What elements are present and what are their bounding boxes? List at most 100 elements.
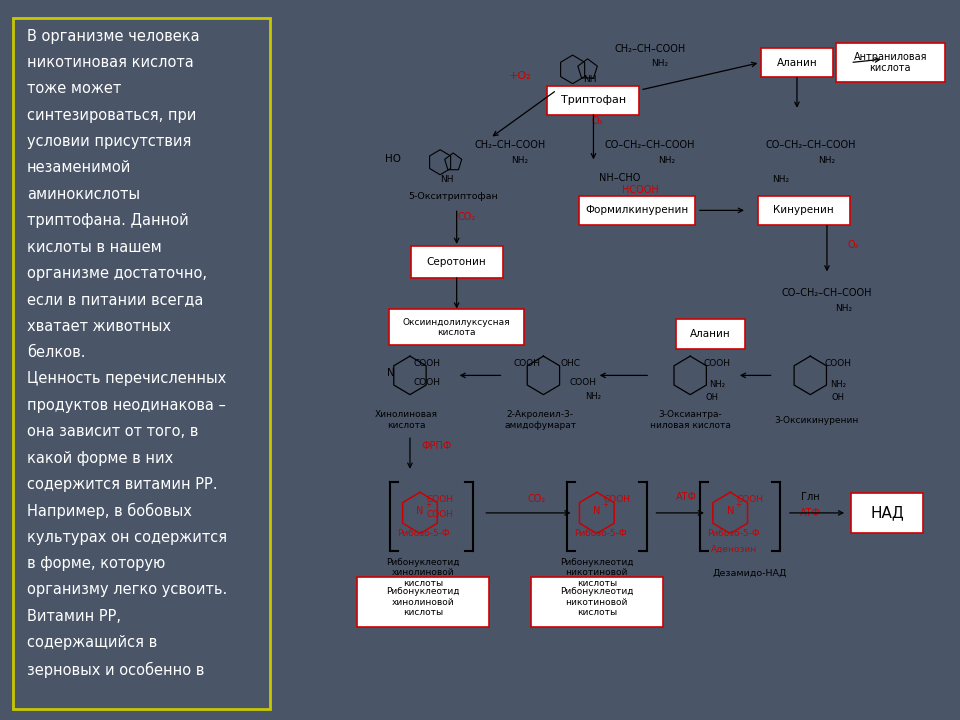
Text: условии присутствия: условии присутствия: [27, 134, 191, 149]
FancyBboxPatch shape: [411, 246, 503, 278]
Text: 3-Оксиантра-
ниловая кислота: 3-Оксиантра- ниловая кислота: [650, 410, 731, 430]
Text: Оксииндолилуксусная
кислота: Оксииндолилуксусная кислота: [403, 318, 511, 337]
Text: COOH: COOH: [514, 359, 540, 368]
Text: HCOOH: HCOOH: [622, 185, 659, 194]
FancyBboxPatch shape: [676, 320, 745, 349]
Text: организму легко усвоить.: организму легко усвоить.: [27, 582, 227, 598]
Text: NH₂: NH₂: [819, 156, 835, 165]
Text: +: +: [602, 502, 608, 508]
Text: COOH: COOH: [413, 359, 440, 368]
Text: NH–CHO: NH–CHO: [599, 173, 641, 183]
Text: COOH: COOH: [704, 359, 731, 368]
Text: Витамин РР,: Витамин РР,: [27, 609, 121, 624]
Text: NH: NH: [440, 175, 453, 184]
Text: Ценность перечисленных: Ценность перечисленных: [27, 372, 226, 387]
Text: NH₂: NH₂: [835, 304, 852, 313]
FancyBboxPatch shape: [531, 577, 662, 627]
Text: Аланин: Аланин: [777, 58, 817, 68]
FancyBboxPatch shape: [357, 577, 490, 627]
FancyBboxPatch shape: [547, 86, 639, 115]
Text: O₂: O₂: [848, 240, 859, 250]
Text: COOH: COOH: [736, 495, 764, 504]
FancyBboxPatch shape: [389, 309, 524, 346]
Text: COOH: COOH: [825, 359, 852, 368]
Text: она зависит от того, в: она зависит от того, в: [27, 424, 198, 439]
Text: содержащийся в: содержащийся в: [27, 635, 156, 650]
Text: содержится витамин РР.: содержится витамин РР.: [27, 477, 217, 492]
Text: OH: OH: [831, 393, 845, 402]
Text: зерновых и особенно в: зерновых и особенно в: [27, 662, 204, 678]
Text: 5-Окситриптофан: 5-Окситриптофан: [408, 192, 498, 201]
Text: кислоты в нашем: кислоты в нашем: [27, 240, 161, 255]
Text: организме достаточно,: организме достаточно,: [27, 266, 206, 281]
Text: CO–CH₂–CH–COOH: CO–CH₂–CH–COOH: [605, 140, 695, 150]
Text: OHC: OHC: [560, 359, 580, 368]
FancyBboxPatch shape: [757, 196, 850, 225]
Text: +: +: [735, 502, 741, 508]
Text: OH: OH: [705, 393, 718, 402]
Text: CO–CH₂–CH–COOH: CO–CH₂–CH–COOH: [781, 288, 873, 298]
Text: белков.: белков.: [27, 345, 85, 360]
Text: Антраниловая
кислота: Антраниловая кислота: [853, 52, 927, 73]
Text: АТФ: АТФ: [800, 508, 821, 518]
Text: Рибонуклеотид
никотиновой
кислоты: Рибонуклеотид никотиновой кислоты: [560, 558, 634, 588]
Text: COOH: COOH: [413, 378, 440, 387]
Text: Триптофан: Триптофан: [561, 95, 626, 105]
Text: N: N: [417, 506, 423, 516]
Text: COOH: COOH: [426, 510, 453, 519]
Text: хватает животных: хватает животных: [27, 319, 171, 333]
Text: O₂: O₂: [591, 116, 603, 126]
Text: NH: NH: [584, 75, 597, 84]
Text: NH₂: NH₂: [772, 175, 789, 184]
Text: NH₂: NH₂: [708, 380, 725, 389]
FancyBboxPatch shape: [836, 42, 945, 83]
Text: НАД: НАД: [870, 505, 904, 521]
Text: Хинолиновая
кислота: Хинолиновая кислота: [375, 410, 438, 430]
Text: Рибозо-5-Ф: Рибозо-5-Ф: [397, 529, 449, 538]
Text: CO–CH₂–CH–COOH: CO–CH₂–CH–COOH: [765, 140, 855, 150]
Text: N: N: [593, 506, 600, 516]
Text: Аланин: Аланин: [690, 329, 731, 339]
Text: Рибозо-5-Ф: Рибозо-5-Ф: [574, 529, 627, 538]
Text: синтезироваться, при: синтезироваться, при: [27, 108, 196, 122]
Text: CO₂: CO₂: [458, 212, 476, 222]
Text: +: +: [425, 502, 431, 508]
Text: АТФ: АТФ: [677, 492, 697, 502]
Text: +O₂: +O₂: [509, 71, 532, 81]
Text: NH₂: NH₂: [659, 156, 676, 165]
Text: В организме человека: В организме человека: [27, 29, 200, 43]
Text: Например, в бобовых: Например, в бобовых: [27, 503, 192, 519]
Text: какой форме в них: какой форме в них: [27, 451, 173, 466]
Text: NH₂: NH₂: [652, 60, 669, 68]
Text: COOH: COOH: [603, 495, 631, 504]
Text: Рибонуклеотид
никотиновой
кислоты: Рибонуклеотид никотиновой кислоты: [560, 588, 634, 617]
Text: незаменимой: незаменимой: [27, 161, 132, 176]
Text: Глн: Глн: [801, 492, 820, 502]
Text: N: N: [388, 369, 396, 378]
Text: CH₂–CH–COOH: CH₂–CH–COOH: [474, 140, 545, 150]
Text: COOH: COOH: [426, 495, 453, 504]
Text: аминокислоты: аминокислоты: [27, 186, 140, 202]
FancyBboxPatch shape: [761, 48, 833, 77]
Text: Серотонин: Серотонин: [427, 257, 487, 267]
FancyBboxPatch shape: [579, 196, 694, 225]
Text: NH₂: NH₂: [512, 156, 529, 165]
Text: N: N: [727, 506, 733, 516]
Text: NH₂: NH₂: [830, 380, 847, 389]
Text: CH₂–CH–COOH: CH₂–CH–COOH: [614, 44, 685, 54]
Text: в форме, которую: в форме, которую: [27, 556, 165, 571]
Text: ФРПФ: ФРПФ: [421, 441, 452, 451]
Text: NH₂: NH₂: [586, 392, 602, 400]
Text: продуктов неодинакова –: продуктов неодинакова –: [27, 397, 226, 413]
Text: 3-Оксикинуренин: 3-Оксикинуренин: [775, 415, 859, 425]
Text: Кинуренин: Кинуренин: [773, 205, 834, 215]
Text: HO: HO: [385, 154, 401, 163]
Text: Рибонуклеотид
хинолиновой
кислоты: Рибонуклеотид хинолиновой кислоты: [387, 558, 460, 588]
Text: Формилкинуренин: Формилкинуренин: [586, 205, 688, 215]
Text: Рибозо-5-Ф: Рибозо-5-Ф: [708, 529, 760, 538]
Text: тоже может: тоже может: [27, 81, 121, 96]
Text: культурах он содержится: культурах он содержится: [27, 530, 227, 544]
Text: Дезамидо-НАД: Дезамидо-НАД: [713, 568, 787, 577]
Text: триптофана. Данной: триптофана. Данной: [27, 213, 188, 228]
Text: 2-Акролеил-3-
амидофумарат: 2-Акролеил-3- амидофумарат: [504, 410, 576, 430]
